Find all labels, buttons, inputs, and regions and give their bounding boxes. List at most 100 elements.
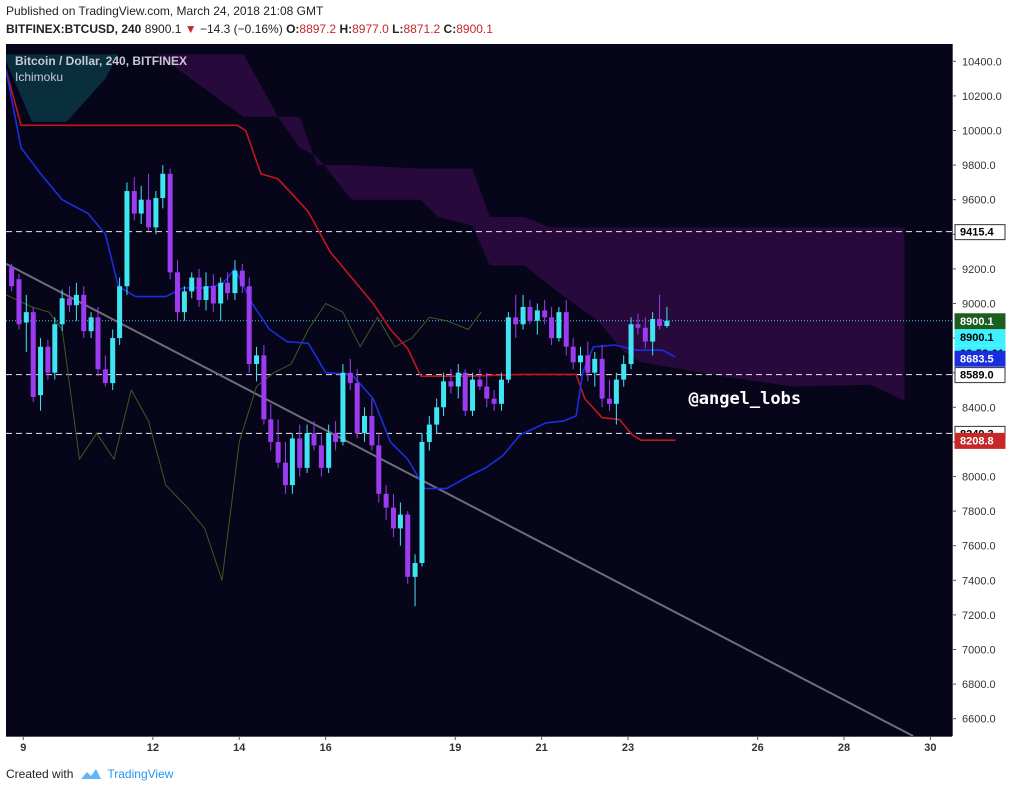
candle: [282, 441, 288, 494]
candle: [218, 277, 224, 321]
candle-body: [110, 338, 116, 384]
chart-area[interactable]: @angel_lobs 10400.0 10200.0 10000.0 9800.0 96…: [6, 44, 1008, 756]
candle: [455, 364, 461, 399]
price-label: 8900.1: [954, 329, 1006, 346]
candle-body: [455, 372, 461, 387]
down-arrow-icon: ▼: [184, 22, 197, 36]
candle: [16, 274, 22, 330]
candle-body: [196, 277, 202, 301]
price-tick-label: 9800.0: [962, 160, 996, 172]
price-label-text: 8208.8: [960, 435, 994, 447]
candle: [657, 294, 663, 330]
price-tick-label: 9000.0: [962, 299, 996, 311]
candle: [52, 317, 58, 380]
candle: [613, 372, 619, 425]
candle: [513, 294, 519, 339]
candle: [585, 341, 591, 382]
high-label: H:: [339, 22, 353, 36]
candle-body: [167, 173, 173, 273]
candle: [203, 272, 209, 311]
price-tick-label: 7200.0: [962, 610, 996, 622]
candle: [369, 398, 375, 451]
candle-body: [585, 355, 591, 373]
price-tick-label: 8000.0: [962, 472, 996, 484]
candle-body: [102, 369, 108, 384]
candle: [491, 390, 497, 411]
candle: [318, 434, 324, 477]
candle-body: [268, 419, 274, 442]
candle: [621, 355, 627, 387]
candle-body: [642, 327, 648, 342]
candle-body: [30, 312, 36, 397]
candle: [642, 317, 648, 349]
candle: [362, 407, 368, 442]
candle-body: [534, 310, 540, 321]
candle: [268, 403, 274, 451]
watermark-text: @angel_lobs: [689, 389, 802, 409]
time-axis-background: [6, 736, 1008, 756]
candle-body: [218, 282, 224, 304]
time-tick-label: 23: [622, 742, 634, 754]
candle: [635, 313, 641, 335]
time-tick-label: 16: [320, 742, 332, 754]
time-tick-label: 19: [449, 742, 461, 754]
candle: [419, 433, 425, 567]
candle-body: [88, 317, 94, 332]
price-label-text: 8900.1: [960, 332, 994, 344]
price-change: −14.3 (−0.16%): [199, 22, 283, 36]
candle: [311, 421, 317, 451]
candle: [275, 419, 281, 468]
candle: [30, 306, 36, 403]
candle-body: [16, 279, 22, 325]
ichimoku-cloud-bullish: [6, 54, 119, 122]
candle: [448, 369, 454, 394]
candle: [441, 372, 447, 416]
candle-body: [498, 379, 504, 404]
candle-body: [520, 306, 526, 325]
price-label: 8900.1: [954, 313, 1006, 330]
price-label-box: [954, 350, 1006, 367]
candle: [196, 268, 202, 307]
candle: [254, 346, 260, 382]
candle-body: [282, 462, 288, 486]
candle-body: [664, 320, 670, 326]
candle: [592, 351, 598, 387]
candle: [606, 379, 612, 411]
candle-body: [434, 407, 440, 425]
created-with-label: Created with: [6, 767, 74, 781]
tradingview-link[interactable]: TradingView: [79, 767, 173, 781]
price-label: 8589.0: [954, 367, 1006, 384]
candle-body: [570, 346, 576, 363]
candle: [73, 282, 79, 321]
low-label: L:: [392, 22, 404, 36]
candle-body: [81, 294, 87, 332]
candle: [88, 312, 94, 339]
candle: [102, 355, 108, 387]
candle-body: [592, 358, 598, 373]
candle: [505, 312, 511, 384]
candle: [570, 338, 576, 370]
candle-body: [117, 286, 123, 339]
price-tick-label: 10400.0: [962, 56, 1002, 68]
close-label: C:: [443, 22, 457, 36]
candle-body: [513, 317, 519, 325]
base-line: [6, 69, 676, 442]
indicator-label[interactable]: Ichimoku: [15, 70, 64, 84]
candle-body: [52, 324, 58, 373]
price-tick-label: 9200.0: [962, 264, 996, 276]
open-value: 8897.2: [299, 22, 337, 36]
candle: [599, 345, 605, 408]
price-tick-label: 6600.0: [962, 714, 996, 726]
price-label-box: [954, 367, 1006, 384]
footer: Created with TradingView: [6, 767, 173, 781]
candle-body: [405, 514, 411, 577]
candle: [174, 260, 180, 321]
candle: [498, 372, 504, 411]
candle-body: [160, 173, 166, 198]
candle: [110, 329, 116, 390]
price-label: 8683.5: [954, 350, 1006, 367]
price-chart[interactable]: @angel_lobs10400.010200.010000.09800.096…: [6, 44, 1008, 756]
candle-body: [9, 267, 15, 287]
candle-body: [239, 270, 245, 287]
candle-body: [426, 424, 432, 442]
